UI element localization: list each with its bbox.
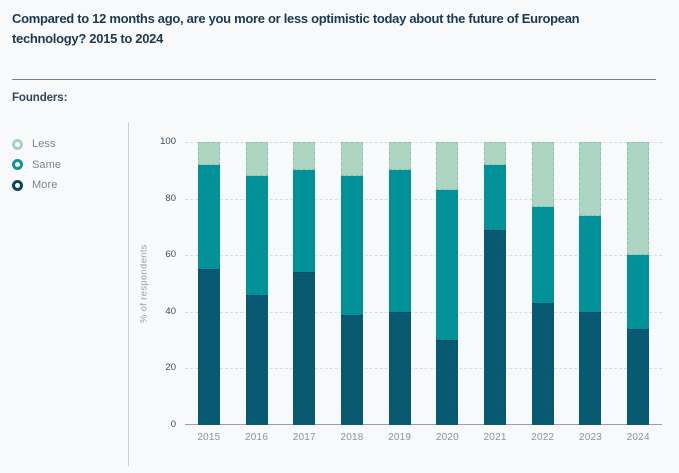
x-tick-label-2020: 2020	[435, 432, 459, 443]
bar-segment-more-2020[interactable]	[436, 340, 459, 425]
legend-less-dot-icon	[12, 138, 23, 150]
plot-area	[185, 142, 662, 425]
bar-segment-same-2016[interactable]	[245, 175, 268, 295]
y-tick-label-60: 60	[165, 249, 176, 261]
bar-segment-same-2021[interactable]	[484, 164, 507, 230]
x-tick-label-2024: 2024	[626, 432, 650, 443]
y-tick-label-40: 40	[165, 305, 176, 317]
bar-segment-same-2017[interactable]	[293, 170, 316, 273]
gridline-40	[185, 311, 662, 313]
bar-segment-same-2015[interactable]	[197, 164, 220, 270]
bar-segment-less-2018[interactable]	[340, 142, 363, 176]
bar-2022[interactable]	[531, 142, 554, 425]
legend-item-same[interactable]: Same	[12, 155, 122, 176]
bar-segment-less-2022[interactable]	[531, 142, 554, 208]
legend-item-less[interactable]: Less	[12, 134, 122, 155]
page-title: Compared to 12 months ago, are you more …	[12, 11, 580, 47]
y-tick-label-100: 100	[160, 136, 176, 147]
title-divider	[12, 79, 656, 80]
y-tick-label-0: 0	[170, 419, 176, 430]
gridline-100	[185, 142, 662, 143]
bar-2016[interactable]	[245, 142, 268, 425]
bar-segment-more-2024[interactable]	[627, 328, 650, 425]
bar-2015[interactable]	[197, 142, 220, 425]
bar-segment-more-2015[interactable]	[197, 269, 220, 425]
bar-segment-same-2023[interactable]	[579, 215, 602, 312]
bar-column-2024	[614, 142, 662, 425]
bar-column-2021	[471, 142, 519, 425]
legend-item-more[interactable]: More	[12, 175, 122, 196]
bar-2018[interactable]	[340, 142, 363, 425]
legend-same-dot-icon	[12, 159, 23, 171]
x-tick-label-2021: 2021	[483, 432, 507, 443]
x-tick-label-2016: 2016	[245, 432, 269, 443]
bar-column-2017	[280, 142, 328, 425]
bar-segment-same-2019[interactable]	[388, 170, 411, 312]
x-tick-label-2018: 2018	[340, 432, 364, 443]
bar-segment-more-2023[interactable]	[579, 311, 602, 425]
x-tick-label-2023: 2023	[578, 432, 602, 443]
bar-column-2018	[328, 142, 376, 425]
bar-column-2015	[185, 142, 233, 425]
bar-segment-same-2024[interactable]	[627, 255, 650, 329]
bar-2017[interactable]	[293, 142, 316, 425]
y-axis-ticks: 0 20 40 60 80 100	[129, 136, 176, 430]
gridline-60	[185, 255, 662, 257]
x-axis-line	[185, 424, 662, 425]
gridline-80	[185, 198, 662, 200]
x-tick-label-2017: 2017	[292, 432, 316, 443]
bar-segment-less-2024[interactable]	[627, 142, 650, 256]
bar-segment-same-2022[interactable]	[531, 207, 554, 304]
legend-chart-separator	[128, 122, 129, 466]
bar-2021[interactable]	[484, 142, 507, 425]
bar-segment-more-2018[interactable]	[340, 314, 363, 425]
y-tick-label-20: 20	[165, 362, 176, 374]
legend-more-label: More	[32, 179, 58, 192]
bar-segment-more-2017[interactable]	[293, 272, 316, 425]
bar-segment-same-2020[interactable]	[436, 190, 459, 341]
bar-segment-less-2023[interactable]	[579, 142, 602, 216]
bar-segment-less-2021[interactable]	[484, 142, 507, 165]
legend-more-dot-icon	[12, 179, 23, 191]
bar-2024[interactable]	[627, 142, 650, 425]
bar-column-2019	[376, 142, 424, 425]
bar-column-2022	[519, 142, 567, 425]
bar-segment-less-2017[interactable]	[293, 142, 316, 171]
x-tick-label-2015: 2015	[197, 432, 221, 443]
bar-segment-less-2020[interactable]	[436, 142, 459, 191]
x-tick-label-2019: 2019	[388, 432, 412, 443]
bar-segment-more-2019[interactable]	[388, 311, 411, 425]
bar-segment-less-2015[interactable]	[197, 142, 220, 165]
y-tick-label-80: 80	[165, 192, 176, 204]
bar-segment-more-2022[interactable]	[531, 303, 554, 425]
gridline-20	[185, 368, 662, 370]
bar-segment-less-2019[interactable]	[388, 142, 411, 171]
bar-2019[interactable]	[388, 142, 411, 425]
bar-2023[interactable]	[579, 142, 602, 425]
bar-segment-more-2021[interactable]	[484, 229, 507, 425]
legend-same-label: Same	[32, 158, 62, 171]
stacked-bar-chart: % of respondents 0 20 40 60 80 100 2015 2016 20…	[129, 121, 679, 473]
audience-label: Founders:	[12, 92, 68, 104]
bar-column-2020	[424, 142, 472, 425]
x-tick-label-2022: 2022	[531, 432, 555, 443]
bar-column-2023	[567, 142, 615, 425]
chart-legend: Less Same More	[12, 134, 122, 196]
bar-segment-more-2016[interactable]	[245, 294, 268, 425]
x-axis-labels: 2015 2016 2017 2018 2019 2020 2021 2022 2023 2024	[185, 432, 662, 443]
bars-row	[185, 142, 662, 425]
legend-less-label: Less	[32, 138, 56, 151]
bar-2020[interactable]	[436, 142, 459, 425]
bar-segment-same-2018[interactable]	[340, 175, 363, 315]
bar-segment-less-2016[interactable]	[245, 142, 268, 176]
bar-column-2016	[233, 142, 281, 425]
